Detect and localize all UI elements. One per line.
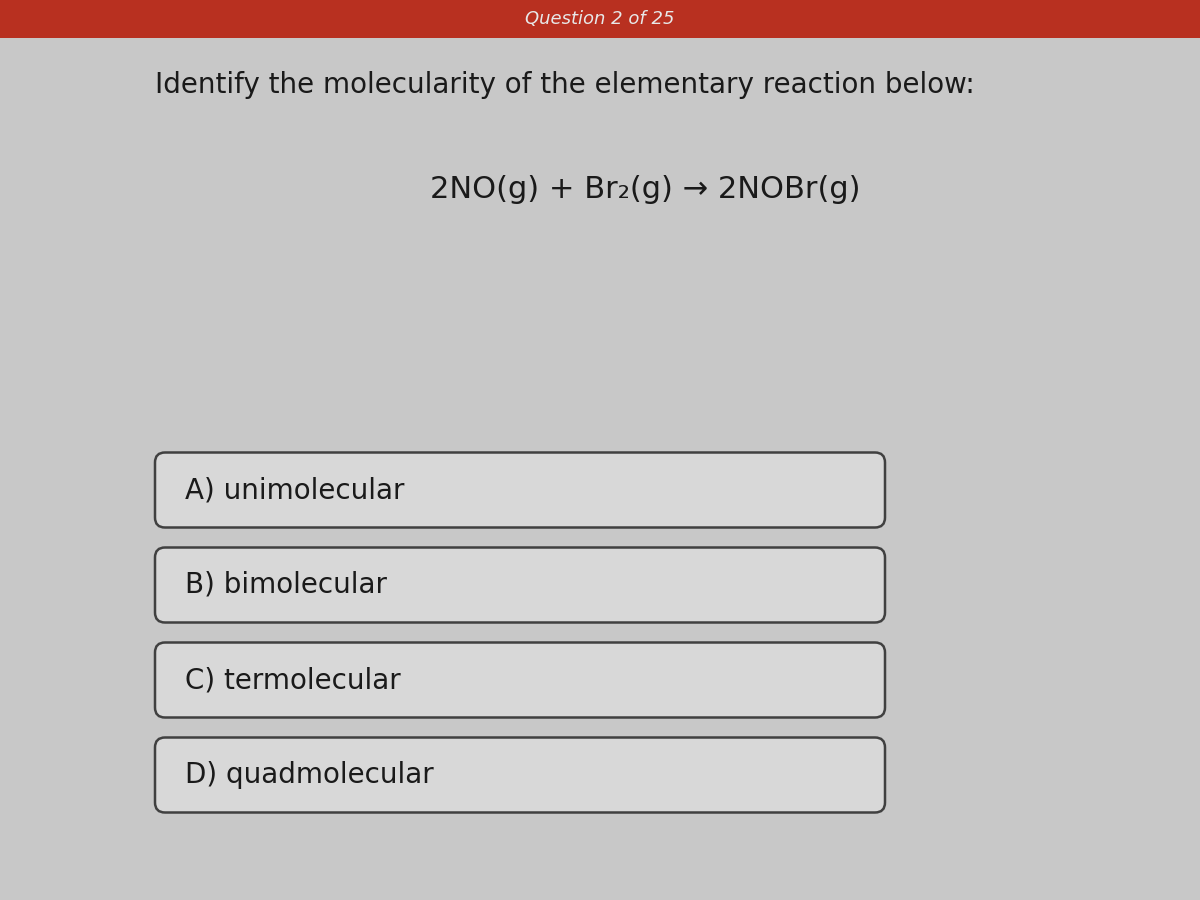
- FancyBboxPatch shape: [155, 737, 886, 813]
- FancyBboxPatch shape: [155, 643, 886, 717]
- FancyBboxPatch shape: [155, 547, 886, 623]
- Text: D) quadmolecular: D) quadmolecular: [185, 761, 433, 789]
- Text: Question 2 of 25: Question 2 of 25: [526, 10, 674, 28]
- Text: B) bimolecular: B) bimolecular: [185, 571, 386, 599]
- Text: 2NO(g) + Br₂(g) → 2NOBr(g): 2NO(g) + Br₂(g) → 2NOBr(g): [430, 176, 860, 204]
- Text: Identify the molecularity of the elementary reaction below:: Identify the molecularity of the element…: [155, 71, 974, 99]
- Text: A) unimolecular: A) unimolecular: [185, 476, 404, 504]
- FancyBboxPatch shape: [155, 453, 886, 527]
- Bar: [0, 0, 1200, 38]
- Text: C) termolecular: C) termolecular: [185, 666, 401, 694]
